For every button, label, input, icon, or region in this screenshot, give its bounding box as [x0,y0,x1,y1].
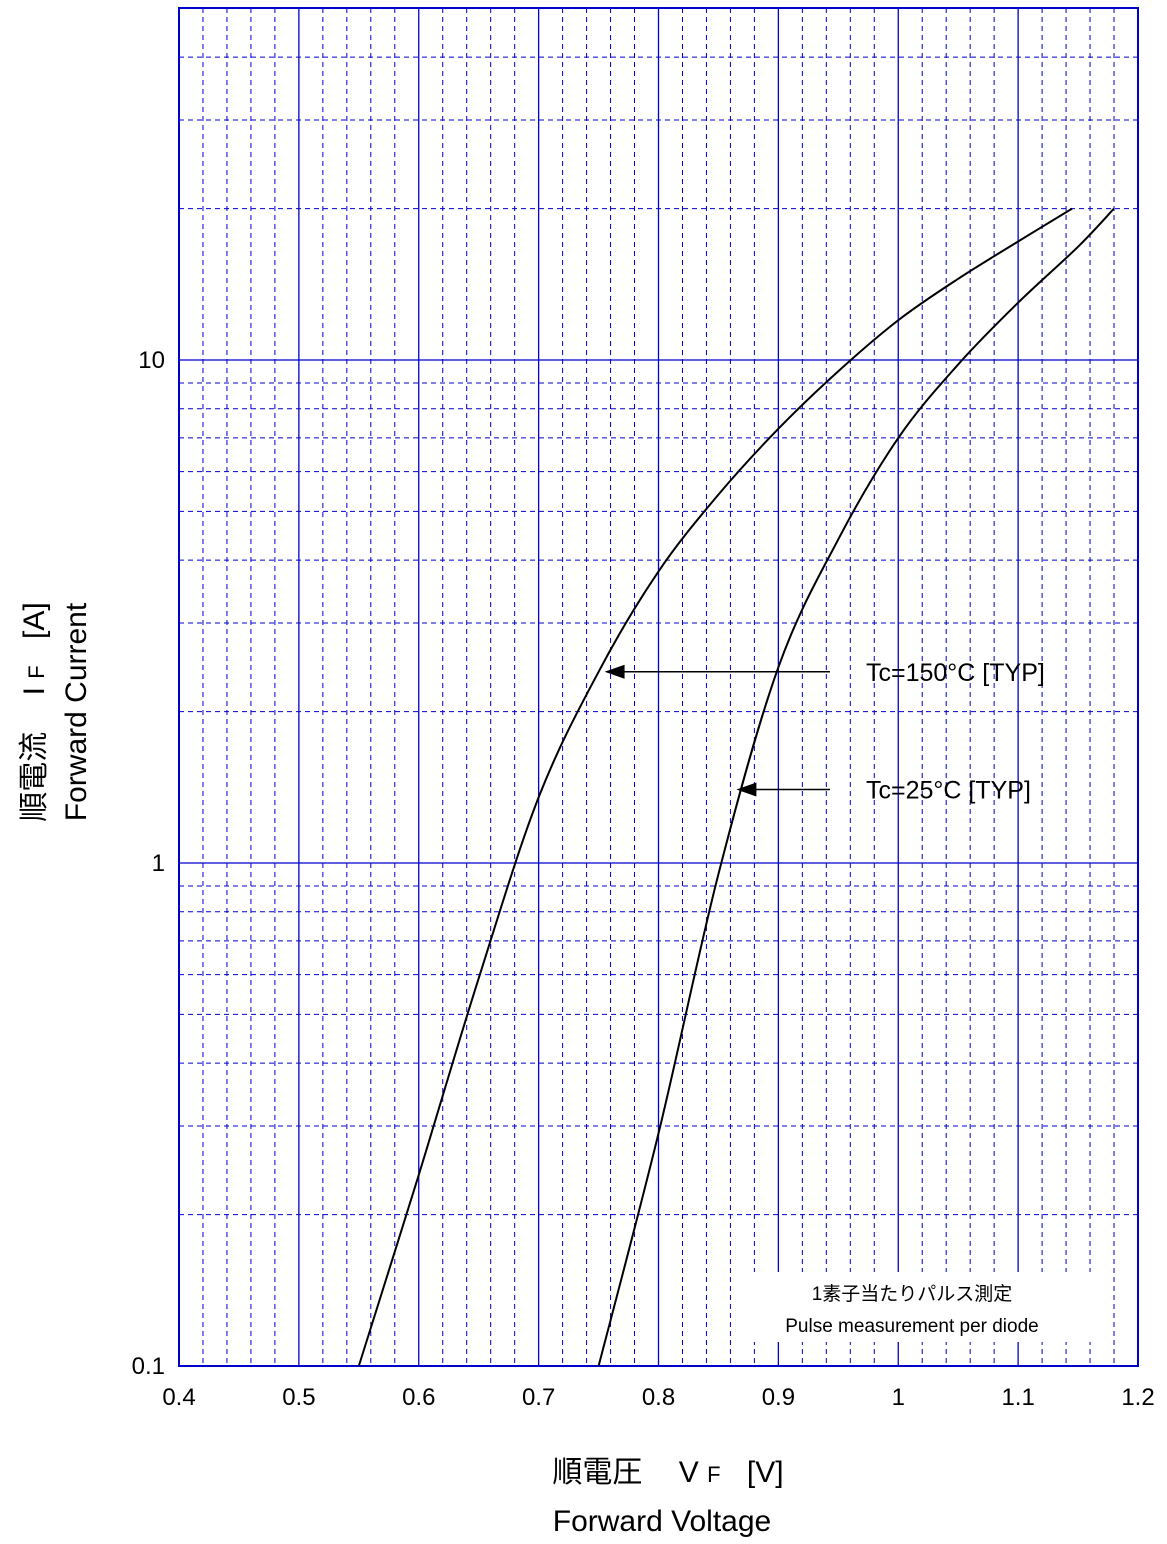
x-tick-labels: 0.4 0.5 0.6 0.7 0.8 0.9 1 1.1 1.2 [162,1384,1154,1411]
annotations: Tc=150°C [TYP] Tc=25°C [TYP] [604,659,1045,804]
x-axis-unit: [V] [747,1456,784,1489]
curves [357,207,1115,1367]
x-axis-title-jp: 順電圧 [552,1456,642,1489]
note-box [733,1272,1091,1342]
note-jp: 1素子当たりパルス測定 [812,1283,1013,1305]
y-axis-title: 順電流 I F [A] Forward Current [18,602,93,822]
svg-text:順電流 I F [A]: 順電流 I F [A] [18,602,51,822]
y-axis-title-jp: 順電流 [18,732,51,822]
annotation-label-1: Tc=150°C [TYP] [866,659,1045,687]
curve-series-2 [597,207,1115,1367]
y-axis-symbol-sub: F [24,665,49,678]
note-en: Pulse measurement per diode [785,1316,1038,1337]
x-axis-title-en: Forward Voltage [553,1505,771,1538]
y-tick-label: 0.1 [132,1353,165,1380]
x-axis-symbol: V [679,1456,699,1489]
x-tick-label: 0.5 [282,1384,315,1411]
curve-series-1 [357,207,1073,1367]
y-axis-title-en: Forward Current [60,602,93,821]
x-tick-label: 1 [892,1384,905,1411]
x-tick-label: 0.7 [522,1384,555,1411]
y-axis-unit: [A] [18,602,51,639]
x-tick-label: 0.9 [762,1384,795,1411]
x-tick-label: 1.1 [1001,1384,1034,1411]
annotation-arrowhead [604,664,625,679]
x-tick-label: 0.8 [642,1384,675,1411]
plot-frame [178,7,1139,1367]
y-tick-labels: 0.1 1 10 [132,347,165,1380]
x-tick-label: 0.4 [162,1384,195,1411]
y-tick-label: 1 [152,850,165,877]
y-tick-label: 10 [138,347,165,374]
x-axis-symbol-sub: F [707,1462,720,1487]
y-axis-symbol: I [18,687,51,695]
x-tick-label: 1.2 [1121,1384,1154,1411]
x-tick-label: 0.6 [402,1384,435,1411]
annotation-label-2: Tc=25°C [TYP] [866,776,1031,804]
x-axis-title: 順電圧 V F [V] [552,1456,783,1489]
annotation-arrowhead [736,782,757,797]
